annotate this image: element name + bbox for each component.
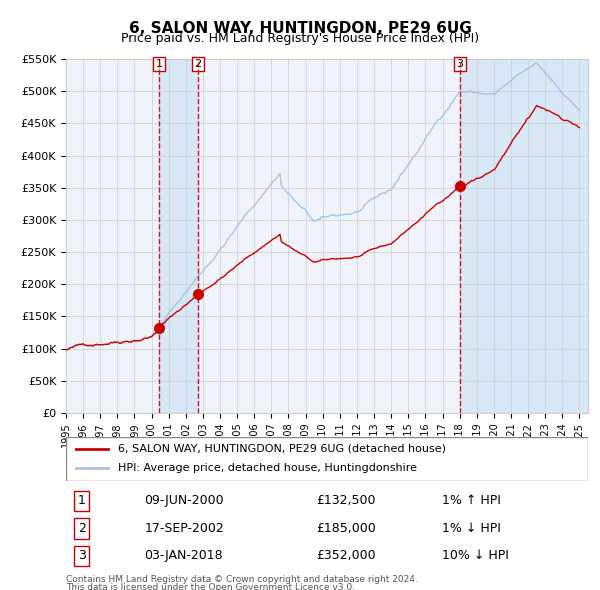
Text: 1: 1 [78,494,86,507]
Text: 6, SALON WAY, HUNTINGDON, PE29 6UG: 6, SALON WAY, HUNTINGDON, PE29 6UG [128,21,472,35]
Bar [460,59,588,413]
Text: Contains HM Land Registry data © Crown copyright and database right 2024.: Contains HM Land Registry data © Crown c… [66,575,418,584]
Text: HPI: Average price, detached house, Huntingdonshire: HPI: Average price, detached house, Hunt… [118,464,417,473]
Text: This data is licensed under the Open Government Licence v3.0.: This data is licensed under the Open Gov… [66,583,355,590]
Text: 10% ↓ HPI: 10% ↓ HPI [442,549,509,562]
Text: 1: 1 [155,59,163,69]
FancyBboxPatch shape [66,437,588,481]
Text: 2: 2 [194,59,202,69]
Text: 09-JUN-2000: 09-JUN-2000 [145,494,224,507]
Text: 3: 3 [457,59,463,69]
Text: Price paid vs. HM Land Registry's House Price Index (HPI): Price paid vs. HM Land Registry's House … [121,32,479,45]
Text: £132,500: £132,500 [317,494,376,507]
Text: 2: 2 [78,522,86,535]
Text: 03-JAN-2018: 03-JAN-2018 [145,549,223,562]
Text: 1% ↑ HPI: 1% ↑ HPI [442,494,501,507]
Text: 1% ↓ HPI: 1% ↓ HPI [442,522,501,535]
Text: 3: 3 [78,549,86,562]
Text: £185,000: £185,000 [317,522,376,535]
Text: £352,000: £352,000 [317,549,376,562]
Text: 6, SALON WAY, HUNTINGDON, PE29 6UG (detached house): 6, SALON WAY, HUNTINGDON, PE29 6UG (deta… [118,444,446,454]
Text: 17-SEP-2002: 17-SEP-2002 [145,522,224,535]
Bar [159,59,198,413]
